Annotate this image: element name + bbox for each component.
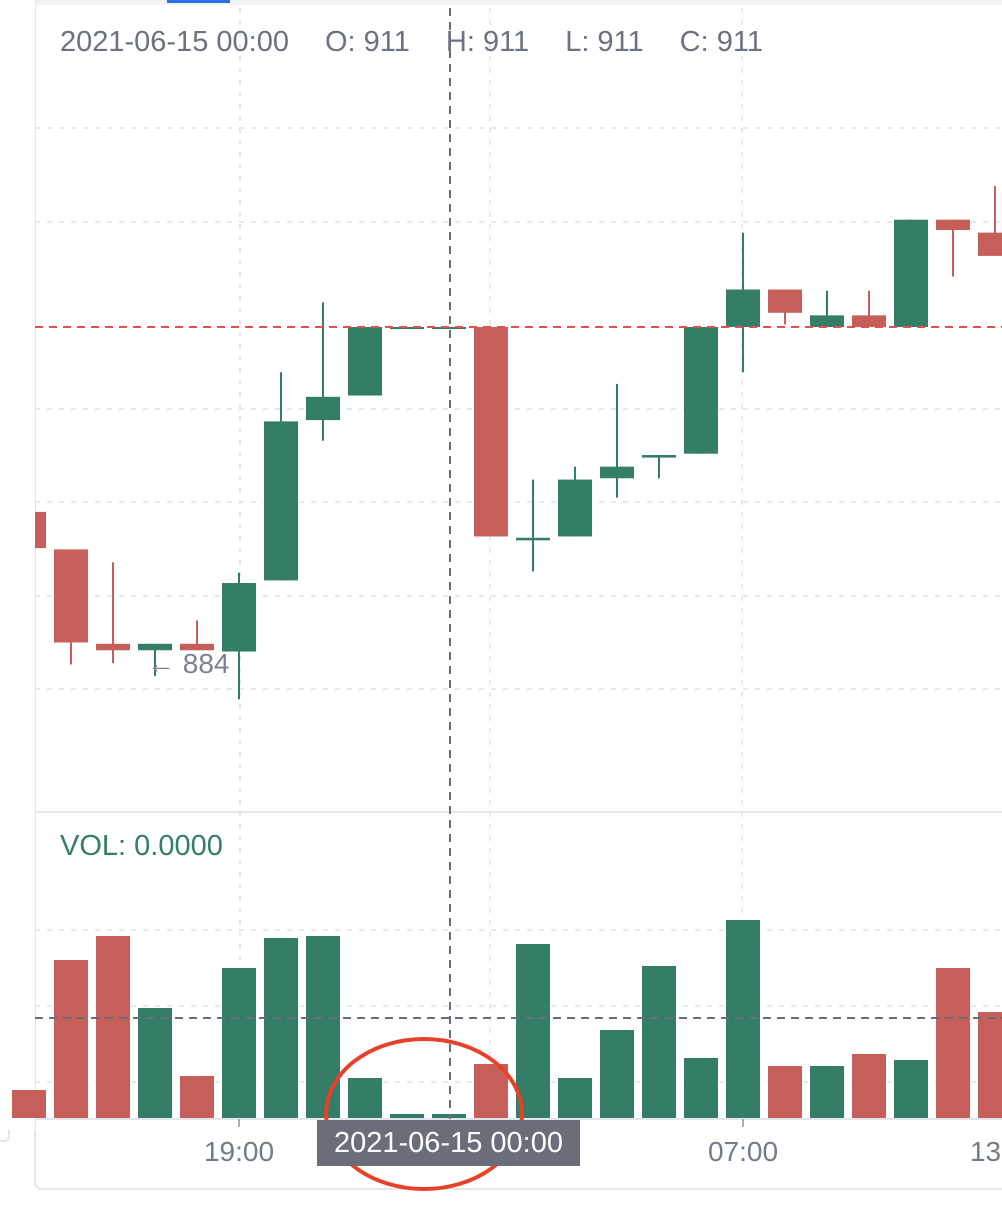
candle-body <box>558 479 592 537</box>
volume-bar <box>12 1090 46 1118</box>
candle-body <box>978 232 1002 256</box>
candle-body <box>222 583 256 652</box>
x-tick-label: 19:00 <box>203 1136 275 1167</box>
candle-body <box>474 327 508 537</box>
volume-bar <box>96 936 130 1118</box>
left-mask <box>0 0 35 1130</box>
volume-bar <box>684 1058 718 1118</box>
candle-body <box>684 327 718 454</box>
volume-bar <box>54 960 88 1118</box>
volume-bar <box>474 1064 508 1118</box>
x-tick-label: 13:00 <box>969 1136 1002 1167</box>
candle-body <box>852 315 886 327</box>
candle-body <box>894 219 928 327</box>
volume-bar <box>936 968 970 1118</box>
volume-bar <box>600 1030 634 1118</box>
candle-body <box>726 289 760 327</box>
volume-bar <box>558 1078 592 1118</box>
candles <box>0 0 1002 1130</box>
x-axis-ticks <box>238 1119 744 1127</box>
header-open: O: 911 <box>324 26 410 58</box>
volume-bar <box>306 936 340 1118</box>
volume-bars <box>12 920 1002 1118</box>
tab-strip <box>35 0 1002 5</box>
volume-bar <box>348 1078 382 1118</box>
volume-bar <box>852 1054 886 1118</box>
volume-bar <box>180 1076 214 1118</box>
volume-bar <box>642 966 676 1118</box>
volume-bar <box>768 1066 802 1118</box>
candle-body <box>180 643 214 651</box>
active-tab-indicator[interactable] <box>167 0 230 3</box>
volume-bar <box>138 1008 172 1118</box>
header-high: H: 911 <box>445 26 530 58</box>
annotation-circle <box>324 1037 524 1191</box>
volume-bar <box>810 1066 844 1118</box>
volume-bar <box>222 968 256 1118</box>
volume-label: VOL: 0.0000 <box>60 830 223 862</box>
candle-body <box>768 289 802 313</box>
volume-bar <box>516 944 550 1118</box>
volume-bar <box>978 1012 1002 1118</box>
candle-body <box>306 396 340 421</box>
header-low: L: 911 <box>565 26 644 58</box>
header-close: C: 911 <box>679 26 763 58</box>
candle-body <box>516 537 550 541</box>
candle-body <box>810 315 844 327</box>
candle-body <box>348 327 382 396</box>
candle-body <box>264 421 298 581</box>
ohlc-header: 2021-06-15 00:00 O: 911 H: 911 L: 911 C: 911 <box>60 26 799 59</box>
x-tick-label: 07:00 <box>707 1136 779 1167</box>
candle-body <box>138 643 172 651</box>
volume-bar <box>264 938 298 1118</box>
volume-bar <box>390 1114 424 1118</box>
crosshair-time-label: 2021-06-15 00:00 <box>317 1120 580 1166</box>
candle-body <box>936 219 970 231</box>
candle-body <box>600 466 634 479</box>
candle-body <box>642 455 676 458</box>
candle-body <box>96 643 130 651</box>
candle-body <box>54 549 88 643</box>
min-price-marker: ← 884 <box>147 648 230 680</box>
volume-bar <box>894 1060 928 1118</box>
header-datetime: 2021-06-15 00:00 <box>60 26 289 58</box>
